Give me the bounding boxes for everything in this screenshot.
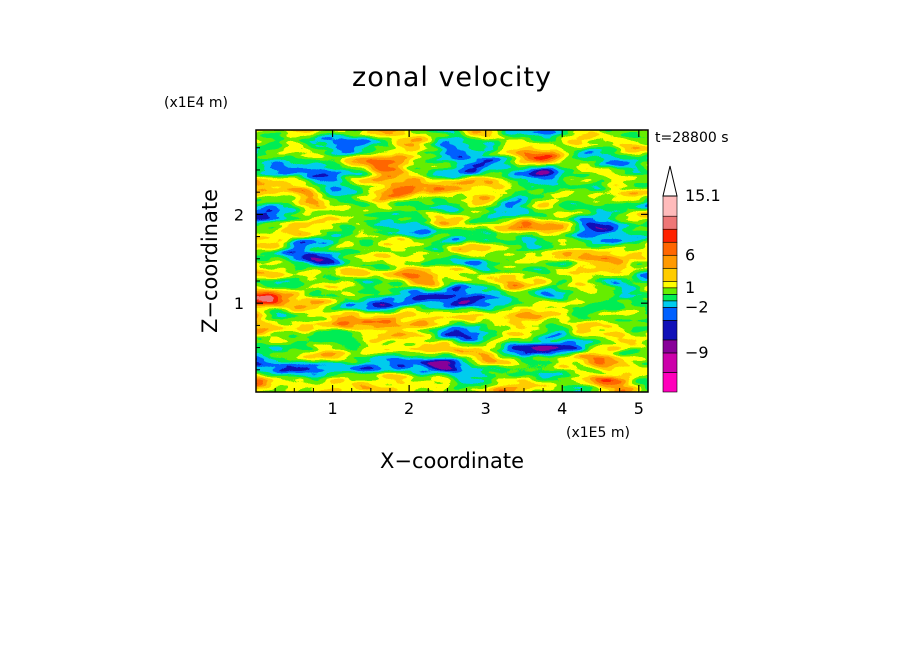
- x-tick-label: 4: [557, 399, 567, 418]
- colorbar-label: 15.1: [685, 186, 721, 205]
- colorbar-segment: [662, 241, 678, 256]
- x-axis-label: X−coordinate: [380, 449, 524, 473]
- colorbar-segment: [662, 254, 678, 269]
- y-scale-label: (x1E4 m): [164, 95, 228, 111]
- colorbar-segment: [662, 339, 678, 354]
- colorbar-label: −9: [685, 343, 709, 362]
- colorbar-label: −2: [685, 297, 709, 316]
- colorbar-segment: [662, 300, 678, 308]
- time-label: t=28800 s: [655, 130, 729, 146]
- contour-field: [256, 130, 648, 392]
- chart-title: zonal velocity: [352, 62, 552, 93]
- colorbar-segment: [662, 195, 678, 217]
- colorbar-segment: [662, 307, 678, 321]
- x-tick-label: 3: [481, 399, 491, 418]
- colorbar-label: 6: [685, 245, 695, 264]
- colorbar-segment: [662, 228, 678, 243]
- x-tick-label: 1: [327, 399, 337, 418]
- colorbar-label: 1: [685, 278, 695, 297]
- colorbar-segment: [662, 267, 678, 282]
- x-axis-ticks: 1 2 3 4 5: [274, 130, 644, 418]
- y-axis-ticks: 12: [234, 147, 648, 371]
- colorbar: 15.1 6 1−2 −9: [662, 165, 721, 393]
- x-tick-label: 2: [404, 399, 414, 418]
- y-tick-label: 2: [234, 205, 244, 224]
- x-tick-label: 5: [634, 399, 644, 418]
- colorbar-segment: [662, 287, 678, 295]
- y-tick-label: 1: [234, 294, 244, 313]
- colorbar-segment: [662, 294, 678, 302]
- x-scale-label: (x1E5 m): [566, 425, 630, 441]
- plot-frame: [255, 129, 649, 393]
- colorbar-extend-max: [662, 165, 678, 197]
- colorbar-segment: [662, 215, 678, 230]
- colorbar-segment: [662, 320, 678, 341]
- y-axis-label: Z−coordinate: [198, 189, 222, 333]
- colorbar-segment: [662, 281, 678, 289]
- colorbar-segment: [662, 352, 678, 373]
- colorbar-segment: [662, 372, 678, 393]
